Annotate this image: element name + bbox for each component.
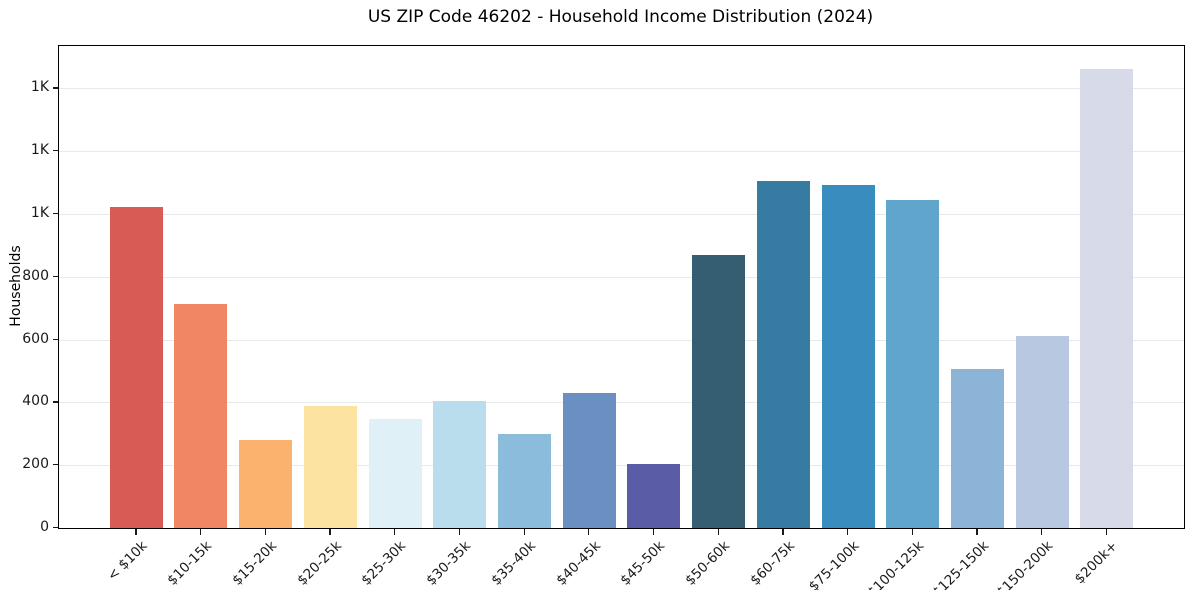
x-tick-label: $200k+: [1071, 538, 1122, 588]
bar-$25-30k: [368, 418, 422, 528]
bar-$45-50k: [627, 463, 681, 528]
gridline: [59, 402, 1184, 404]
x-tick-mark: [199, 528, 202, 535]
y-tick-label: 400: [22, 393, 49, 410]
x-tick-mark: [911, 528, 913, 535]
bar-< $10k: [109, 207, 163, 528]
bar-$35-40k: [498, 433, 551, 528]
gridline: [59, 276, 1184, 278]
bar-$20-25k: [303, 405, 357, 528]
x-tick-mark: [458, 528, 461, 535]
x-tick-label: $10-15k: [164, 538, 216, 589]
y-tick-label: 1K: [30, 205, 49, 221]
x-tick-mark: [135, 528, 137, 535]
x-tick-mark: [264, 528, 266, 535]
y-tick-mark: [53, 213, 58, 215]
x-tick-mark: [847, 528, 849, 535]
x-tick-mark: [782, 528, 784, 535]
bar-$200k+: [1080, 69, 1134, 528]
x-tick-label: $60-75k: [746, 538, 798, 589]
bar-$50-60k: [692, 255, 746, 528]
x-tick-label: $35-40k: [488, 538, 539, 589]
gridline: [59, 465, 1184, 467]
y-tick-label: 200: [22, 456, 49, 473]
y-axis-label: Households: [8, 245, 24, 327]
bar-$30-35k: [433, 400, 487, 528]
gridline: [59, 88, 1184, 90]
y-tick-mark: [53, 527, 58, 529]
x-tick-mark: [329, 528, 331, 535]
x-tick-label: $45-50k: [617, 538, 669, 589]
x-tick-mark: [1105, 528, 1108, 535]
bar-$75-100k: [821, 185, 875, 528]
bar-$100-125k: [886, 199, 940, 528]
x-tick-mark: [717, 528, 719, 535]
plot-area: [58, 45, 1185, 529]
chart-title: US ZIP Code 46202 - Household Income Dis…: [367, 7, 874, 27]
x-tick-label: $20-25k: [294, 538, 345, 589]
x-tick-label: $100-125k: [864, 538, 927, 590]
x-tick-label: $15-20k: [229, 538, 280, 589]
x-tick-label: $75-100k: [805, 538, 863, 590]
x-tick-mark: [1041, 528, 1043, 535]
x-tick-mark: [588, 528, 590, 535]
bar-$125-150k: [950, 368, 1004, 528]
x-tick-mark: [652, 528, 655, 535]
y-tick-mark: [53, 464, 58, 466]
y-tick-label: 0: [40, 519, 49, 535]
y-tick-mark: [53, 150, 58, 152]
gridline: [59, 214, 1184, 215]
x-tick-label: $150-200k: [993, 538, 1057, 590]
x-tick-label: $125-150k: [928, 538, 992, 590]
y-tick-label: 1K: [30, 79, 49, 96]
x-tick-label: < $10k: [104, 538, 151, 585]
y-tick-mark: [53, 275, 58, 278]
bar-$15-20k: [239, 440, 293, 528]
y-tick-mark: [53, 87, 58, 89]
gridline: [59, 339, 1184, 341]
y-tick-label: 1K: [30, 142, 49, 159]
x-tick-label: $30-35k: [423, 538, 475, 589]
y-tick-label: 800: [22, 267, 49, 284]
bar-$10-15k: [174, 304, 228, 528]
bar-$150-200k: [1015, 335, 1069, 528]
x-tick-mark: [976, 528, 978, 535]
x-tick-label: $50-60k: [682, 538, 733, 589]
bar-$60-75k: [756, 181, 810, 528]
x-tick-label: $25-30k: [358, 538, 410, 589]
bar-$40-45k: [562, 392, 616, 528]
gridline: [59, 151, 1184, 153]
y-tick-mark: [53, 338, 58, 340]
y-tick-mark: [53, 401, 58, 403]
y-tick-label: 600: [22, 330, 49, 347]
x-tick-mark: [394, 528, 396, 535]
x-tick-label: $40-45k: [552, 538, 604, 589]
x-tick-mark: [523, 528, 525, 535]
